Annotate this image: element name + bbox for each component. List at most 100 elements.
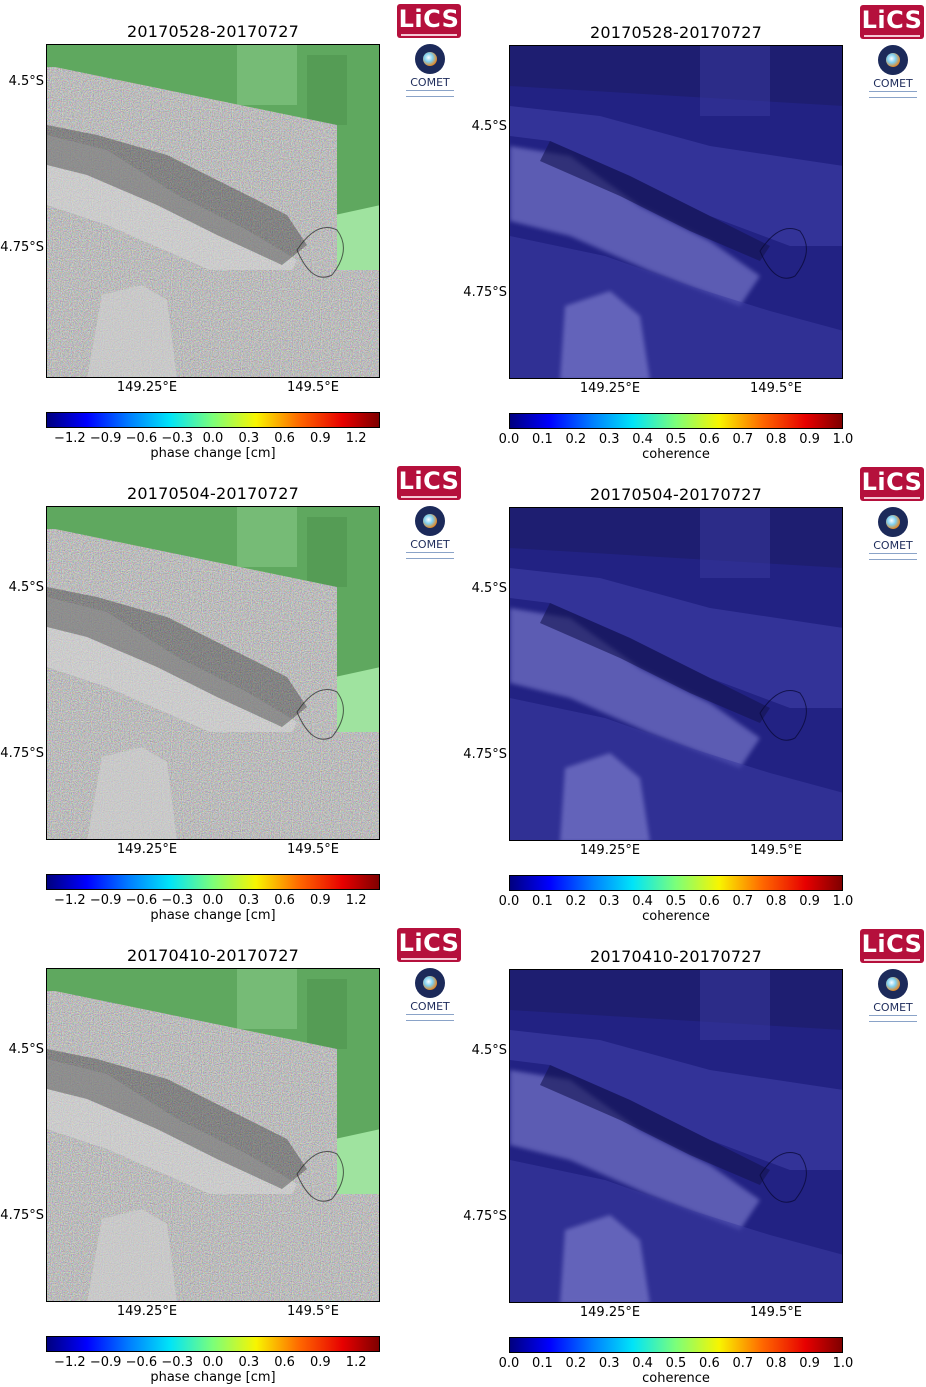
logo-group: LiCS COMET (397, 4, 463, 97)
phase-map (46, 506, 380, 840)
lon-tick-label: 149.5°E (750, 843, 802, 858)
colorbar-tick-label: −0.6 (125, 1355, 158, 1370)
colorbar-tick-label: 0.4 (632, 894, 653, 909)
colorbar-tick-label: 0.6 (274, 893, 295, 908)
comet-logo-subtext (406, 552, 454, 559)
colorbar-tick-label: 0.9 (799, 1356, 820, 1371)
coherence-colorbar (509, 1337, 843, 1353)
colorbar-tick-label: 0.9 (799, 894, 820, 909)
colorbar-tick-label: 1.0 (832, 894, 854, 909)
lon-tick-label: 149.25°E (116, 842, 178, 857)
colorbar-tick-label: 1.2 (345, 893, 367, 908)
phase-colorbar-label: phase change [cm] (150, 446, 276, 461)
lics-logo: LiCS (860, 467, 924, 501)
comet-logo-subtext (869, 553, 917, 560)
comet-logo-text: COMET (410, 1000, 450, 1013)
panel-phase-row3: 20170410-20170727 4.5°S 4.75°S 149.25°E … (0, 924, 463, 1386)
colorbar-tick-label: 0.9 (310, 431, 331, 446)
lat-tick-label: 4.5°S (8, 74, 44, 89)
colorbar-tick-label: 1.2 (345, 1355, 367, 1370)
colorbar-tick-label: −0.9 (89, 431, 122, 446)
colorbar-tick-label: −0.9 (89, 893, 122, 908)
colorbar-tick-label: 0.8 (765, 1356, 787, 1371)
panel-coherence-row3: 20170410-20170727 4.5°S 4.75°S 149.25°E … (463, 925, 926, 1387)
colorbar-tick-label: 0.7 (732, 894, 754, 909)
colorbar-tick-label: 0.9 (310, 893, 331, 908)
phase-colorbar (46, 412, 380, 428)
coherence-map (509, 45, 843, 379)
comet-logo-subtext (406, 90, 454, 97)
panel-coherence-row2: 20170504-20170727 4.5°S 4.75°S 149.25°E … (463, 463, 926, 925)
comet-logo-icon (878, 45, 908, 75)
lon-tick-label: 149.5°E (750, 381, 802, 396)
comet-logo-subtext (869, 91, 917, 98)
logo-group: LiCS COMET (860, 5, 926, 98)
colorbar-tick-label: 0.0 (202, 1355, 224, 1370)
panel-phase-row1: 20170528-20170727 4.5°S 4.75°S 149.25°E … (0, 0, 463, 462)
colorbar-tick-label: 0.3 (598, 1356, 620, 1371)
colorbar-tick-label: 0.6 (699, 894, 720, 909)
panel-title: 20170504-20170727 (126, 484, 300, 503)
coherence-map (509, 507, 843, 841)
colorbar-tick-label: 0.4 (632, 1356, 653, 1371)
lics-logo: LiCS (397, 4, 461, 38)
colorbar-tick-label: −1.2 (54, 893, 86, 908)
lon-tick-label: 149.5°E (287, 380, 339, 395)
panel-title: 20170528-20170727 (126, 22, 300, 41)
comet-logo-icon (878, 969, 908, 999)
lat-tick-label: 4.5°S (471, 1043, 507, 1058)
colorbar-tick-label: −0.6 (125, 893, 158, 908)
comet-logo-text: COMET (410, 76, 450, 89)
panel-phase-row2: 20170504-20170727 4.5°S 4.75°S 149.25°E … (0, 462, 463, 924)
panel-coherence-row1: 20170528-20170727 4.5°S 4.75°S 149.25°E … (463, 1, 926, 463)
panel-title: 20170528-20170727 (589, 23, 763, 42)
lon-tick-label: 149.5°E (287, 1304, 339, 1319)
comet-logo-text: COMET (410, 538, 450, 551)
logo-group: LiCS COMET (397, 466, 463, 559)
lon-tick-label: 149.25°E (116, 1304, 178, 1319)
colorbar-tick-label: 0.3 (598, 432, 620, 447)
colorbar-tick-label: −0.3 (161, 893, 193, 908)
phase-map (46, 44, 380, 378)
colorbar-tick-label: 1.2 (345, 431, 367, 446)
coherence-map (509, 969, 843, 1303)
lics-logo: LiCS (860, 5, 924, 39)
colorbar-tick-label: 0.8 (765, 894, 787, 909)
colorbar-tick-label: −0.3 (161, 1355, 193, 1370)
lics-logo: LiCS (397, 466, 461, 500)
phase-colorbar (46, 1336, 380, 1352)
phase-map (46, 968, 380, 1302)
comet-logo-text: COMET (873, 539, 913, 552)
colorbar-tick-label: 0.2 (565, 1356, 587, 1371)
colorbar-tick-label: 1.0 (832, 1356, 854, 1371)
colorbar-tick-label: 0.3 (238, 893, 260, 908)
lat-tick-label: 4.75°S (0, 1208, 44, 1223)
colorbar-tick-label: −1.2 (54, 1355, 86, 1370)
lat-tick-label: 4.75°S (0, 240, 44, 255)
phase-colorbar (46, 874, 380, 890)
panel-title: 20170410-20170727 (589, 947, 763, 966)
comet-logo-subtext (869, 1015, 917, 1022)
logo-group: LiCS COMET (397, 928, 463, 1021)
colorbar-tick-label: 0.0 (202, 893, 224, 908)
lics-logo: LiCS (860, 929, 924, 963)
colorbar-tick-label: 0.1 (532, 1356, 553, 1371)
comet-logo-subtext (406, 1014, 454, 1021)
colorbar-tick-label: 0.3 (238, 1355, 260, 1370)
colorbar-tick-label: 0.5 (665, 894, 687, 909)
colorbar-tick-label: −0.6 (125, 431, 158, 446)
panel-title: 20170504-20170727 (589, 485, 763, 504)
lat-tick-label: 4.75°S (0, 746, 44, 761)
phase-colorbar-label: phase change [cm] (150, 908, 276, 923)
colorbar-tick-label: 0.4 (632, 432, 653, 447)
phase-colorbar-label: phase change [cm] (150, 1370, 276, 1385)
comet-logo-icon (415, 506, 445, 536)
lon-tick-label: 149.25°E (116, 380, 178, 395)
colorbar-tick-label: 0.7 (732, 1356, 754, 1371)
colorbar-tick-label: 0.9 (799, 432, 820, 447)
colorbar-tick-label: 0.2 (565, 432, 587, 447)
lat-tick-label: 4.75°S (463, 747, 507, 762)
logo-group: LiCS COMET (860, 467, 926, 560)
comet-logo-text: COMET (873, 77, 913, 90)
comet-logo-text: COMET (873, 1001, 913, 1014)
